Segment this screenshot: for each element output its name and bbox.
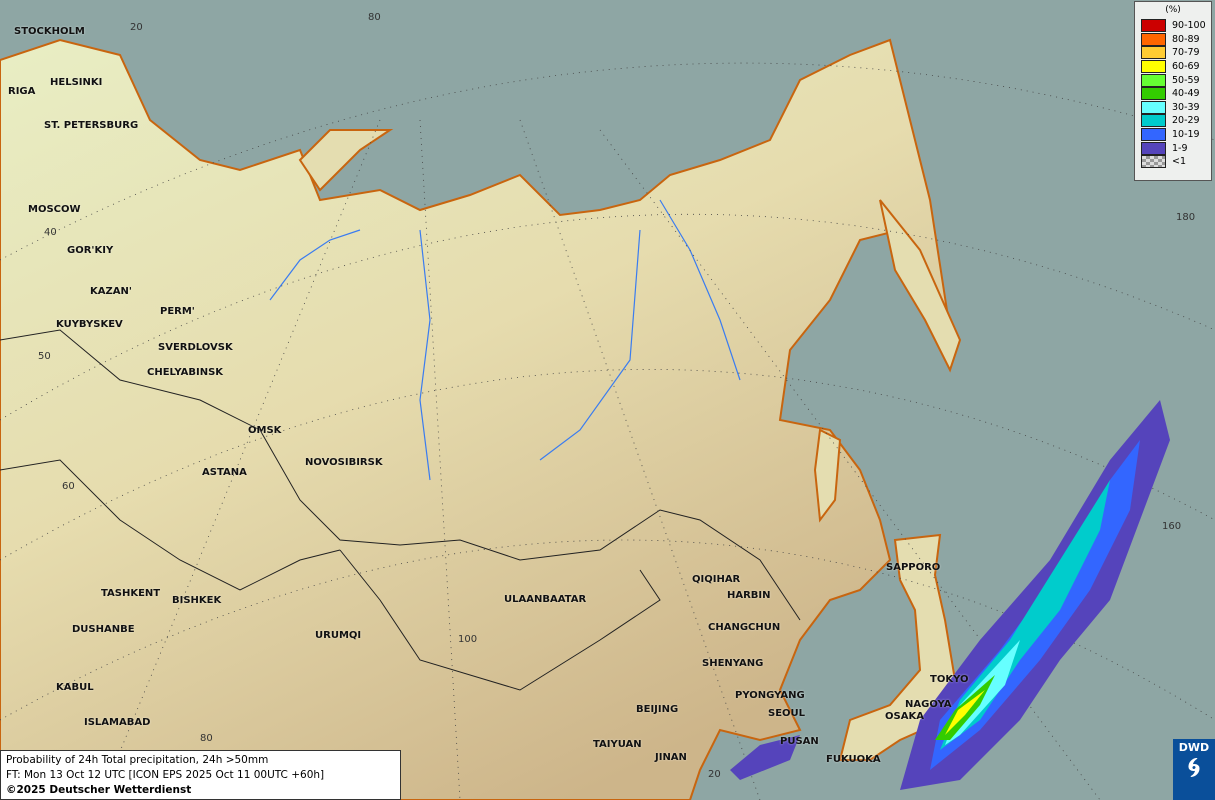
legend-label: 60-69 (1172, 61, 1200, 73)
city-label: ISLAMABAD (84, 717, 151, 728)
city-label: DUSHANBE (72, 624, 135, 635)
grid-label: 50 (38, 351, 51, 362)
legend-swatch (1141, 32, 1166, 46)
legend-label: 50-59 (1172, 74, 1200, 86)
legend-unit: (%) (1165, 5, 1181, 15)
grid-label: 40 (44, 227, 57, 238)
city-label: RIGA (8, 86, 36, 97)
city-label: TOKYO (930, 674, 969, 685)
legend-item: 80-89 (1135, 32, 1211, 47)
city-label: URUMQI (315, 630, 362, 641)
city-label: KABUL (56, 682, 94, 693)
dwd-logo: DWD 🌀︎ (1173, 739, 1215, 800)
grid-label: 180 (1176, 212, 1196, 223)
legend-item: 10-19 (1135, 128, 1211, 142)
precipitation-probability-area (730, 400, 1170, 790)
city-label: PERM' (160, 306, 195, 317)
city-label: KAZAN' (90, 286, 132, 297)
legend-item: 30-39 (1135, 100, 1211, 115)
legend-item: 90-100 (1135, 19, 1211, 33)
border-lines (0, 329, 801, 691)
legend-swatch (1141, 60, 1166, 74)
legend-item: 1-9 (1135, 141, 1211, 155)
legend-label: 20-29 (1172, 115, 1200, 127)
city-label: TAIYUAN (593, 739, 642, 750)
city-label: ST. PETERSBURG (44, 120, 139, 131)
city-label: CHANGCHUN (708, 622, 781, 633)
legend-swatch (1141, 19, 1166, 33)
grid-label: 20 (708, 769, 721, 780)
caption-title: Probability of 24h Total precipitation, … (6, 754, 269, 766)
city-label: HELSINKI (50, 77, 103, 88)
grid-label: 80 (200, 733, 213, 744)
legend-label: 70-79 (1172, 47, 1200, 59)
city-label: BISHKEK (172, 595, 222, 606)
legend-label: <1 (1172, 156, 1187, 168)
color-legend: (%) 90-100 80-89 70-79 60-69 50-59 40-49 30-39… (1134, 1, 1212, 181)
city-label: MOSCOW (28, 204, 81, 215)
legend-item: <1 (1135, 155, 1211, 169)
swirl-icon: 🌀︎ (1187, 753, 1201, 783)
legend-swatch (1141, 100, 1166, 114)
legend-swatch (1141, 87, 1166, 101)
city-label: ULAANBAATAR (504, 594, 587, 605)
city-label: BEIJING (636, 704, 679, 715)
city-label: OSAKA (885, 711, 924, 722)
grid-label: 80 (368, 12, 381, 23)
legend-swatch (1141, 128, 1166, 142)
legend-item: 70-79 (1135, 46, 1211, 60)
city-label: SEOUL (768, 708, 806, 719)
map-caption: Probability of 24h Total precipitation, … (0, 750, 401, 800)
legend-swatch (1141, 73, 1166, 87)
legend-label: 30-39 (1172, 101, 1200, 113)
novaya-zemlya (298, 129, 394, 192)
legend-item: 60-69 (1135, 60, 1211, 74)
legend-swatch (1141, 155, 1166, 169)
landmass (0, 38, 951, 800)
grid-label: 160 (1162, 521, 1182, 532)
city-label: QIQIHAR (692, 574, 741, 585)
city-label: SHENYANG (702, 658, 764, 669)
kamchatka (879, 199, 962, 373)
city-label: JINAN (655, 752, 687, 763)
legend-swatch (1141, 114, 1166, 128)
legend-label: 1-9 (1172, 142, 1188, 154)
city-label: STOCKHOLM (14, 26, 85, 37)
legend-label: 90-100 (1172, 20, 1206, 32)
city-label: TASHKENT (101, 588, 161, 599)
city-label: SAPPORO (886, 562, 941, 573)
city-label: PYONGYANG (735, 690, 805, 701)
grid-label: 20 (130, 22, 143, 33)
city-label: GOR'KIY (67, 245, 114, 256)
city-label: KUYBYSKEV (56, 319, 123, 330)
legend-label: 10-19 (1172, 129, 1200, 141)
city-label: FUKUOKA (826, 754, 881, 765)
city-label: CHELYABINSK (147, 367, 224, 378)
legend-swatch (1141, 46, 1166, 60)
legend-item: 20-29 (1135, 114, 1211, 128)
legend-item: 40-49 (1135, 87, 1211, 101)
caption-copyright: ©2025 Deutscher Wetterdienst (6, 784, 192, 796)
grid-label: 60 (62, 481, 75, 492)
sakhalin (813, 428, 842, 523)
city-label: NOVOSIBIRSK (305, 457, 383, 468)
caption-forecast-time: FT: Mon 13 Oct 12 UTC [ICON EPS 2025 Oct… (6, 769, 325, 781)
city-label: SVERDLOVSK (158, 342, 233, 353)
rivers (269, 199, 741, 481)
city-label: PUSAN (780, 736, 819, 747)
legend-label: 40-49 (1172, 88, 1200, 100)
legend-item: 50-59 (1135, 73, 1211, 87)
legend-label: 80-89 (1172, 33, 1200, 45)
city-label: HARBIN (727, 590, 771, 601)
city-label: ASTANA (202, 467, 247, 478)
city-label: OMSK (248, 425, 282, 436)
legend-swatch (1141, 141, 1166, 155)
city-label: NAGOYA (905, 699, 952, 710)
grid-label: 100 (458, 634, 478, 645)
japan (838, 533, 957, 761)
logo-text: DWD (1178, 741, 1210, 754)
